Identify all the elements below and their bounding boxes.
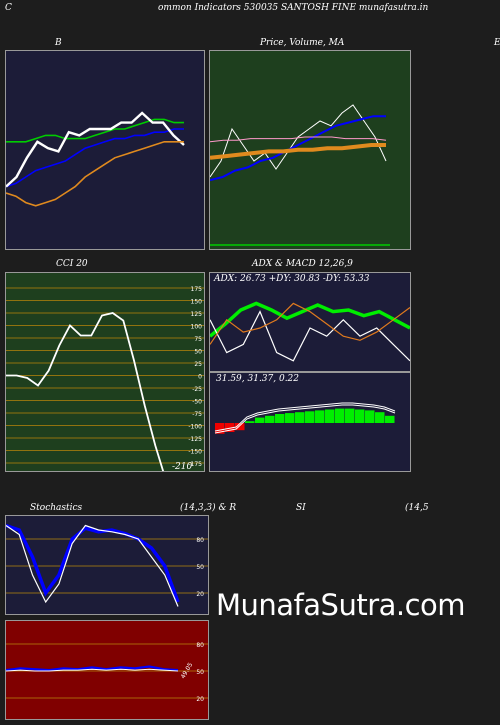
- macd-bar: [295, 412, 305, 423]
- stochastics-title: Stochastics: [30, 503, 83, 513]
- macd-bar: [235, 423, 245, 431]
- adx-chart: [210, 301, 410, 362]
- bollinger-series-1: [6, 128, 184, 188]
- stochastics-tick-label: 50: [196, 564, 204, 571]
- rsi-tick-label: 50: [196, 669, 204, 676]
- rsi-title: SI: [296, 503, 306, 513]
- macd-bar: [335, 408, 345, 423]
- stochastics-series-0: [6, 523, 180, 603]
- price-ma-title: Price, Volume, MA: [260, 38, 345, 48]
- stochastics-series-1: [6, 524, 179, 607]
- price-ma-series-2: [210, 136, 387, 143]
- cci-tick-label: 50: [194, 349, 202, 356]
- macd-bar: [215, 423, 225, 434]
- cci-tick-label: -25: [192, 386, 202, 393]
- macd-signal-line: [214, 404, 396, 434]
- macd-bar: [285, 413, 295, 423]
- stochastics-params: (14,3,3) & R: [180, 503, 237, 513]
- bollinger-chart: [6, 111, 185, 207]
- watermark: MunafaSutra.com: [216, 588, 466, 622]
- macd-bar: [275, 414, 285, 423]
- macd-bar: [265, 415, 275, 423]
- bollinger-panel: [5, 50, 205, 250]
- header-left: C: [5, 3, 12, 13]
- macd-bar: [385, 415, 395, 423]
- cci-tick-label: 125: [191, 311, 203, 318]
- adx-legend: ADX: 26.73 +DY: 30.83 -DY: 53.33: [214, 274, 370, 284]
- cci-tick-label: -75: [192, 411, 202, 418]
- price-ma-series-1: [210, 115, 386, 182]
- price-ma-series-0: [210, 104, 387, 178]
- cci-tick-label: 25: [194, 361, 202, 368]
- adx-series--DY: [210, 302, 410, 345]
- cci-line: [6, 312, 165, 471]
- macd-chart: [214, 402, 396, 434]
- macd-panel: [209, 372, 411, 472]
- adx-panel: [209, 272, 411, 372]
- stochastics-chart: 80 50 20: [6, 523, 208, 607]
- cci-chart: 175 150 125 100 75 50 25 0 -25 -50 -75 -100 -125 -150…: [6, 286, 204, 471]
- header-right: E: [494, 38, 500, 48]
- cci-tick-label: 175: [191, 286, 203, 293]
- price-ma-series-3: [210, 143, 386, 160]
- price-ma-chart: [210, 104, 390, 246]
- adx-series-ADX: [210, 301, 410, 338]
- macd-bar: [345, 408, 355, 423]
- stochastics-panel: 80 50 20: [5, 515, 209, 615]
- stochastics-tick-label: 80: [196, 537, 204, 544]
- bollinger-title: B: [55, 38, 62, 48]
- rsi-tick-label: 20: [196, 696, 204, 703]
- rsi-panel: 80 50 20 49.05: [5, 620, 209, 720]
- cci-tick-label: 100: [191, 324, 203, 331]
- cci-tick-label: 0: [198, 374, 202, 381]
- bollinger-series-2: [6, 111, 185, 188]
- rsi-tick-label: 80: [196, 642, 204, 649]
- macd-bar: [255, 417, 265, 423]
- adx-title: ADX & MACD 12,26,9: [252, 259, 353, 269]
- macd-bar: [325, 409, 335, 423]
- macd-legend: 31.59, 31.37, 0.22: [216, 374, 300, 384]
- cci-last-label: -210: [172, 462, 193, 472]
- rsi-series-1: [6, 668, 179, 672]
- cci-panel: 175 150 125 100 75 50 25 0 -25 -50 -75 -100 -125 -150…: [5, 272, 205, 472]
- macd-bar: [365, 410, 375, 423]
- cci-tick-label: -150: [188, 449, 202, 456]
- header-title: ommon Indicators 530035 SANTOSH FINE mun…: [158, 3, 429, 13]
- bollinger-series-0: [6, 118, 184, 143]
- macd-line: [214, 402, 396, 432]
- price-ma-panel: [209, 50, 411, 250]
- cci-tick-label: -100: [188, 424, 202, 431]
- cci-tick-label: 75: [194, 336, 202, 343]
- rsi-series-0: [6, 665, 179, 672]
- cci-tick-label: -175: [188, 461, 202, 468]
- cci-tick-label: -50: [192, 399, 202, 406]
- adx-series-+DY: [210, 310, 410, 362]
- cci-tick-label: 150: [191, 299, 203, 306]
- rsi-params: (14,5: [405, 503, 429, 513]
- cci-tick-label: -125: [188, 436, 202, 443]
- macd-bar: [225, 423, 235, 432]
- macd-bar: [315, 410, 325, 423]
- stochastics-tick-label: 20: [196, 591, 204, 598]
- macd-bar: [245, 421, 255, 423]
- cci-title: CCI 20: [56, 259, 88, 269]
- macd-bar: [375, 412, 385, 423]
- bollinger-series-3: [6, 141, 184, 207]
- macd-bar: [355, 409, 365, 423]
- macd-bar: [305, 411, 315, 423]
